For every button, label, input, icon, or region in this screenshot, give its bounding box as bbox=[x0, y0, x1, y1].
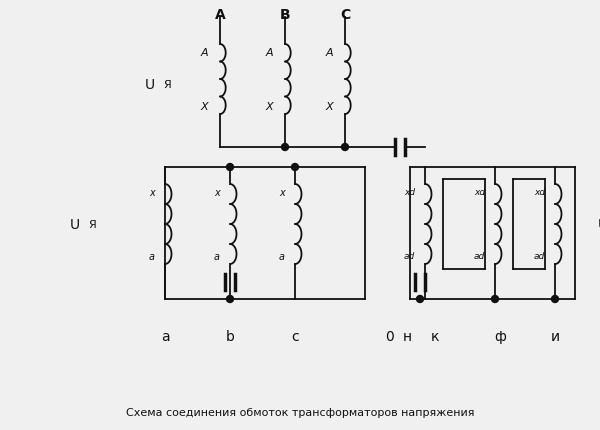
Text: ad: ad bbox=[534, 252, 545, 261]
Text: xd: xd bbox=[404, 188, 415, 197]
Text: A: A bbox=[325, 48, 333, 58]
Text: a: a bbox=[149, 252, 155, 261]
Text: Я: Я bbox=[88, 219, 96, 230]
Circle shape bbox=[281, 144, 289, 151]
Text: xd: xd bbox=[474, 188, 485, 197]
Text: A: A bbox=[200, 48, 208, 58]
Text: C: C bbox=[340, 8, 350, 22]
Text: a: a bbox=[161, 329, 169, 343]
Text: к: к bbox=[431, 329, 439, 343]
Text: x: x bbox=[214, 187, 220, 197]
Circle shape bbox=[551, 296, 559, 303]
Text: ad: ad bbox=[404, 252, 415, 261]
Text: U: U bbox=[598, 218, 600, 231]
Text: c: c bbox=[291, 329, 299, 343]
Circle shape bbox=[416, 296, 424, 303]
Text: a: a bbox=[214, 252, 220, 261]
Text: U: U bbox=[145, 78, 155, 92]
Text: н: н bbox=[403, 329, 412, 343]
Text: A: A bbox=[215, 8, 226, 22]
Text: X: X bbox=[325, 102, 333, 112]
Text: U: U bbox=[70, 218, 80, 231]
Text: Я: Я bbox=[163, 80, 171, 90]
Text: B: B bbox=[280, 8, 290, 22]
Text: a: a bbox=[279, 252, 285, 261]
Text: A: A bbox=[265, 48, 273, 58]
Text: X: X bbox=[265, 102, 273, 112]
Circle shape bbox=[227, 296, 233, 303]
Circle shape bbox=[227, 164, 233, 171]
Text: ф: ф bbox=[494, 329, 506, 343]
Text: X: X bbox=[200, 102, 208, 112]
Text: и: и bbox=[550, 329, 560, 343]
Text: x: x bbox=[279, 187, 285, 197]
Text: b: b bbox=[226, 329, 235, 343]
Text: xd: xd bbox=[534, 188, 545, 197]
Text: ad: ad bbox=[474, 252, 485, 261]
Circle shape bbox=[491, 296, 499, 303]
Text: x: x bbox=[149, 187, 155, 197]
Text: Схема соединения обмоток трансформаторов напряжения: Схема соединения обмоток трансформаторов… bbox=[126, 407, 474, 417]
Circle shape bbox=[292, 164, 299, 171]
Circle shape bbox=[341, 144, 349, 151]
Text: 0: 0 bbox=[386, 329, 394, 343]
